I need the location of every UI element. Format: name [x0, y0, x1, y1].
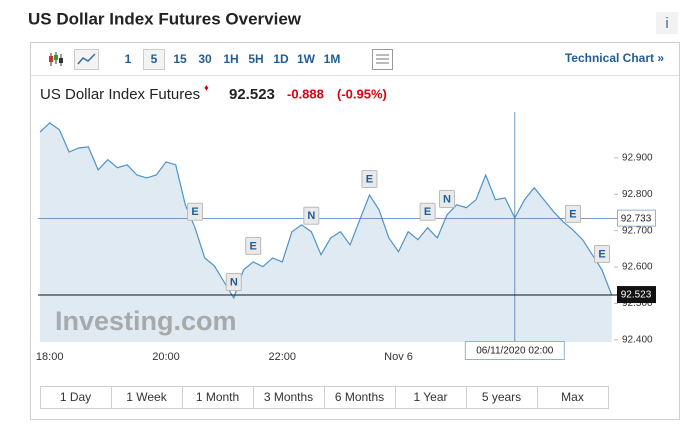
quote-name: US Dollar Index Futures: [40, 86, 200, 103]
event-marker[interactable]: [419, 202, 436, 221]
price-line: [39, 122, 613, 300]
interval-button[interactable]: 1D: [273, 52, 289, 66]
event-label: E: [598, 248, 605, 260]
range-label: 1 Month: [196, 390, 239, 404]
price-level-box: [617, 286, 656, 304]
quote-change: -0.888: [287, 86, 324, 101]
event-label: E: [424, 206, 431, 218]
y-tick-label: 92.500: [622, 298, 653, 309]
price-level-label: 92.523: [621, 290, 652, 301]
event-marker[interactable]: [225, 272, 242, 291]
interval-button[interactable]: 1M: [324, 52, 341, 66]
event-label: N: [443, 193, 451, 205]
panel: [30, 42, 680, 420]
x-tick-label: 22:00: [268, 351, 296, 363]
x-tick-label: Nov 6: [384, 351, 413, 363]
event-label: E: [366, 173, 373, 185]
quote-change-pct: (-0.95%): [337, 86, 387, 101]
event-label: E: [569, 208, 576, 220]
price-level-label: 92.733: [621, 213, 652, 224]
down-arrow: ♦: [204, 82, 209, 92]
event-label: N: [307, 210, 315, 222]
y-tick-label: 92.700: [622, 225, 653, 236]
event-marker[interactable]: [303, 206, 320, 225]
range-label: 6 Months: [335, 390, 384, 404]
range-button[interactable]: [537, 386, 609, 409]
line-icon-glyph: [77, 53, 96, 65]
area-fill: [40, 122, 612, 343]
info-button[interactable]: [656, 12, 678, 34]
y-tick-label: 92.600: [622, 262, 653, 273]
interval-button[interactable]: 30: [198, 52, 212, 66]
interval-button[interactable]: 15: [173, 52, 187, 66]
crosshair-label: 06/11/2020 02:00: [476, 346, 554, 357]
table-icon-lines: [376, 54, 389, 64]
event-marker[interactable]: [438, 189, 455, 208]
crosshair-label-box: [464, 341, 565, 360]
candle-icon[interactable]: [49, 52, 63, 66]
page-title: US Dollar Index Futures Overview: [28, 9, 302, 28]
range-label: 1 Week: [126, 390, 167, 404]
event-marker[interactable]: [594, 244, 611, 263]
watermark: Investing.com: [55, 306, 237, 336]
y-tick-label: 92.400: [622, 334, 653, 345]
event-label: E: [191, 206, 198, 218]
info-icon: i: [665, 15, 668, 32]
event-marker[interactable]: [187, 202, 204, 221]
interval-button[interactable]: 1W: [297, 52, 316, 66]
event-label: N: [230, 276, 238, 288]
interval-button[interactable]: 5: [151, 52, 158, 66]
range-label: Max: [561, 390, 584, 404]
technical-chart-link[interactable]: Technical Chart »: [565, 51, 664, 65]
range-label: 5 years: [482, 390, 521, 404]
interval-button[interactable]: 5H: [248, 52, 263, 66]
event-marker[interactable]: [245, 236, 262, 255]
x-tick-label: 18:00: [36, 351, 64, 363]
y-tick-label: 92.800: [622, 189, 653, 200]
interval-button[interactable]: 1: [125, 52, 132, 66]
range-label: 1 Year: [413, 390, 447, 404]
range-label: 1 Day: [60, 390, 91, 404]
event-marker[interactable]: [564, 204, 581, 223]
event-marker[interactable]: [361, 169, 378, 188]
event-label: E: [250, 240, 257, 252]
y-tick-label: 92.900: [622, 152, 653, 163]
price-level-box: [617, 209, 656, 227]
range-label: 3 Months: [264, 390, 313, 404]
quote-price: 92.523: [229, 86, 275, 103]
interval-button[interactable]: 1H: [223, 52, 238, 66]
x-tick-label: 20:00: [152, 351, 180, 363]
interval-selected: [143, 49, 165, 70]
